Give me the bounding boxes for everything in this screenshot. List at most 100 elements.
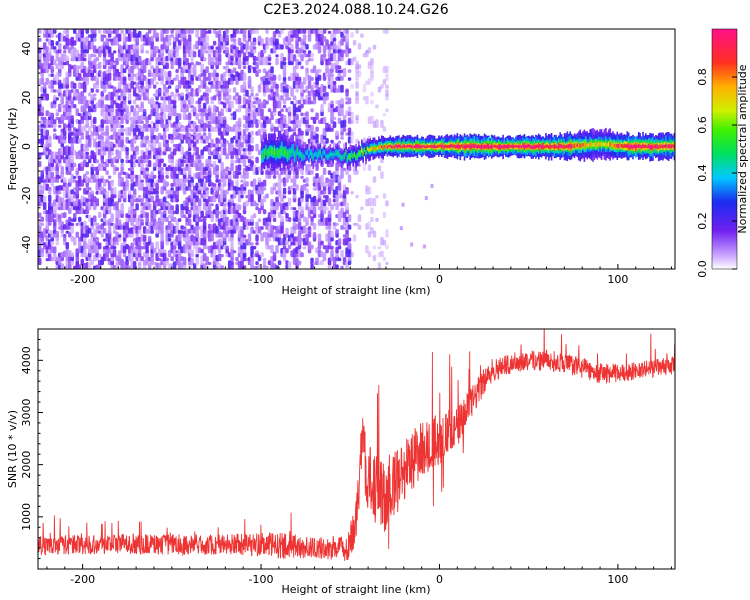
ridge-cell	[440, 144, 443, 148]
noise-cell	[117, 234, 122, 238]
noise-cell	[242, 72, 247, 81]
noise-cell	[275, 57, 279, 66]
noise-cell	[237, 171, 242, 175]
noise-cell	[285, 206, 289, 211]
noise-cell	[210, 203, 214, 207]
noise-cell	[122, 68, 127, 74]
noise-cell	[80, 29, 84, 34]
ridge-cell	[296, 147, 299, 153]
ridge-cell	[295, 152, 297, 158]
ridge-cell	[520, 145, 523, 149]
noise-cell	[315, 112, 319, 121]
ridge-cell	[498, 145, 500, 149]
noise-cell	[48, 136, 52, 140]
noise-cell	[305, 202, 309, 207]
noise-cell	[305, 111, 309, 117]
ridge-cell	[452, 144, 454, 148]
ridge-cell	[522, 144, 524, 148]
noise-cell	[342, 119, 347, 128]
noise-cell	[205, 66, 209, 74]
noise-cell	[365, 95, 369, 105]
noise-cell	[38, 257, 42, 266]
noise-cell	[190, 57, 194, 62]
noise-cell	[287, 197, 292, 207]
ridge-cell	[425, 145, 427, 149]
noise-cell	[162, 249, 167, 254]
ridge-cell	[390, 145, 393, 149]
noise-cell	[187, 147, 192, 152]
noise-cell	[252, 213, 257, 219]
ridge-cell	[392, 145, 394, 149]
ridge-cell	[489, 145, 491, 149]
noise-cell	[90, 53, 94, 58]
ridge-cell	[269, 148, 272, 154]
noise-cell	[40, 222, 44, 226]
noise-cell	[162, 196, 167, 203]
noise-cell	[312, 206, 317, 215]
noise-cell	[380, 119, 384, 128]
noise-cell	[237, 117, 242, 124]
noise-cell	[375, 217, 379, 222]
ridge-cell	[450, 143, 453, 148]
noise-cell	[135, 44, 139, 50]
ridge-cell	[500, 145, 503, 149]
noise-cell	[207, 167, 212, 171]
noise-cell	[205, 34, 209, 42]
noise-cell	[340, 136, 344, 140]
noise-cell	[207, 105, 212, 109]
noise-cell	[157, 146, 162, 152]
noise-cell	[187, 112, 192, 121]
noise-cell	[127, 93, 132, 101]
noise-cell	[160, 158, 164, 164]
noise-cell	[132, 163, 137, 168]
noise-cell	[165, 217, 169, 222]
noise-cell	[325, 138, 329, 144]
noise-cell	[310, 170, 314, 175]
noise-cell	[280, 29, 284, 34]
noise-cell	[267, 238, 272, 242]
ridge-cell	[393, 145, 396, 149]
noise-cell	[250, 136, 254, 144]
noise-cell	[247, 96, 252, 101]
ridge-cell	[416, 145, 419, 148]
noise-cell	[340, 97, 344, 105]
noise-cell	[267, 108, 272, 113]
noise-cell	[100, 155, 104, 160]
noise-cell	[230, 162, 234, 171]
ridge-cell	[403, 144, 406, 148]
noise-cell	[137, 261, 142, 266]
noise-cell	[137, 55, 142, 62]
ridge-cell	[383, 145, 386, 149]
noise-cell	[385, 65, 389, 74]
noise-cell	[255, 234, 259, 242]
noise-cell	[242, 159, 247, 168]
noise-cell	[385, 89, 389, 97]
noise-cell	[187, 167, 192, 172]
noise-cell	[272, 217, 277, 222]
noise-cell	[187, 151, 192, 156]
noise-cell	[305, 188, 309, 195]
noise-cell	[215, 164, 219, 171]
noise-cell	[122, 76, 127, 81]
noise-cell	[145, 50, 149, 54]
ridge-cell	[462, 144, 464, 149]
noise-cell	[147, 154, 152, 160]
noise-cell	[75, 185, 79, 195]
ridge-cell	[382, 146, 384, 150]
noise-cell	[317, 45, 322, 54]
noise-cell	[112, 50, 117, 54]
noise-cell	[285, 227, 289, 234]
noise-cell	[63, 233, 67, 238]
noise-cell	[282, 195, 287, 199]
noise-cell	[132, 210, 137, 215]
noise-cell	[242, 186, 247, 191]
noise-cell	[200, 115, 204, 125]
noise-cell	[210, 138, 214, 144]
ridge-cell	[413, 145, 416, 149]
noise-cell	[310, 108, 314, 113]
ridge-cell	[469, 145, 471, 149]
noise-cell	[167, 95, 172, 101]
noise-cell	[230, 100, 234, 109]
noise-cell	[48, 48, 52, 54]
noise-cell	[78, 187, 82, 191]
